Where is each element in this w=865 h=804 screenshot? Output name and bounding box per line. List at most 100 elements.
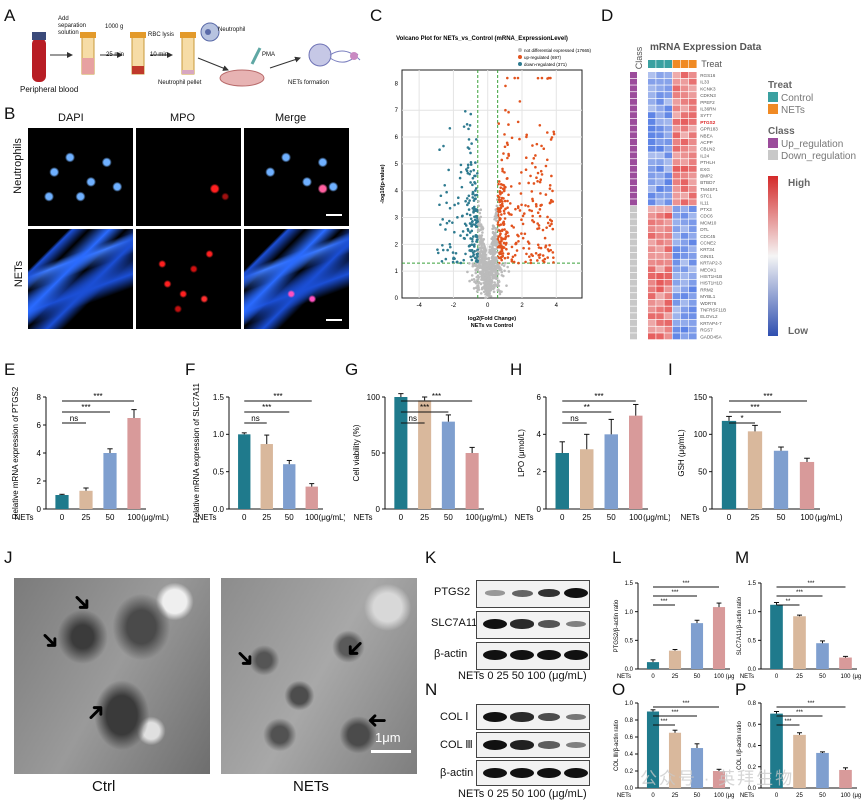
volcano-point [513,253,517,257]
sig-label: *** [796,590,804,596]
image-dapi-neutrophils [28,128,133,226]
volcano-point [507,154,511,157]
y-tick-label: 0.4 [625,752,634,758]
legend-item: Up_regulation [781,139,843,150]
volcano-point [495,250,499,254]
volcano-point [507,123,510,126]
volcano-point [467,147,471,150]
volcano-point [473,180,476,184]
gene-label: IL36RN [700,107,716,112]
y-tick-label: 100 [367,393,381,402]
volcano-point [497,235,500,239]
volcano-point [475,257,478,261]
volcano-point [486,261,489,265]
y-tick-label: 50 [698,467,707,476]
volcano-point [472,168,476,172]
volcano-point [524,168,528,171]
panel-a-workflow [32,22,361,87]
blot-band [564,588,588,598]
volcano-point [487,280,491,284]
volcano-point [487,286,491,289]
volcano-point [480,225,483,228]
legend-marker [518,55,522,59]
volcano-point [475,193,479,197]
gene-label: CDC45 [700,234,716,239]
volcano-point [494,262,498,265]
class-cell [630,252,637,259]
heatmap-cell [680,72,689,78]
heatmap-cell [689,112,697,119]
volcano-point [469,217,473,221]
heatmap-cell [680,226,689,233]
em-image-nets: ➜ ➜ ➜ 1μm [221,578,417,774]
y-tick-label: 1.5 [625,581,634,587]
volcano-point [550,222,553,226]
bar [305,486,318,509]
em-image-ctrl: ➜ ➜ ➜ [14,578,210,774]
heatmap-cell [672,139,681,145]
panel-letter-h: H [510,360,523,379]
heatmap-cell [680,172,689,179]
heatmap-cell [656,306,664,313]
volcano-point [529,258,533,262]
volcano-point [503,145,507,149]
heatmap-cell [672,306,681,313]
gene-label: RRM2 [700,287,713,292]
volcano-point [500,273,504,277]
volcano-point [534,165,537,169]
class-cell [630,246,637,253]
heatmap-cell [689,172,697,179]
volcano-point [506,156,509,160]
bar [793,616,806,669]
volcano-point [506,199,509,203]
gene-label: CDC6 [700,214,713,219]
volcano-point [521,222,525,226]
legend-label: down-regulated (371) [524,62,567,67]
heatmap-cell [656,118,664,125]
pellet-tube-icon [180,32,196,75]
volcano-point [491,227,494,231]
class-cell [630,179,637,186]
heatmap-cell [689,246,697,253]
volcano-point [506,76,509,80]
volcano-point [503,199,507,203]
panel-letter-n: N [425,680,438,699]
heatmap-cell [672,273,681,279]
legend-swatch [768,104,778,114]
volcano-point [459,234,462,237]
class-cell [630,72,637,78]
class-cell [630,172,637,179]
gene-label: SYT7 [700,113,712,118]
scale-bar [326,214,342,216]
volcano-point [466,227,470,231]
heatmap-cell [648,306,656,313]
volcano-point [492,250,495,254]
legend-item: Control [781,93,813,104]
x-tick-label: 0 [775,793,779,799]
row-label-neutrophils: Neutrophils [11,138,24,194]
volcano-point [528,208,531,212]
heatmap-cell [656,172,664,179]
volcano-point [498,245,501,249]
gene-label: PTX3 [700,207,712,212]
heatmap-cell [656,112,664,119]
heatmap-cell [680,179,689,186]
volcano-point [474,269,478,272]
volcano-point [514,241,518,245]
x-unit-label: (μg/mL) [141,513,169,522]
volcano-point [534,251,538,255]
volcano-point [535,142,539,146]
heatmap-cell [664,226,672,233]
heatmap-cell [689,165,697,172]
heatmap-cell [648,92,656,99]
volcano-point [514,207,517,211]
x-tick-label: 100 [714,674,725,680]
y-axis-label: Relative mRNA expression of SLC7A11 [192,382,201,522]
heatmap-cell [648,185,656,192]
volcano-point [507,270,511,273]
heatmap-cell [648,299,656,306]
volcano-point [471,240,474,243]
heatmap-cell [680,159,689,166]
step-label: 25 min [106,52,125,58]
volcano-point [530,190,534,193]
